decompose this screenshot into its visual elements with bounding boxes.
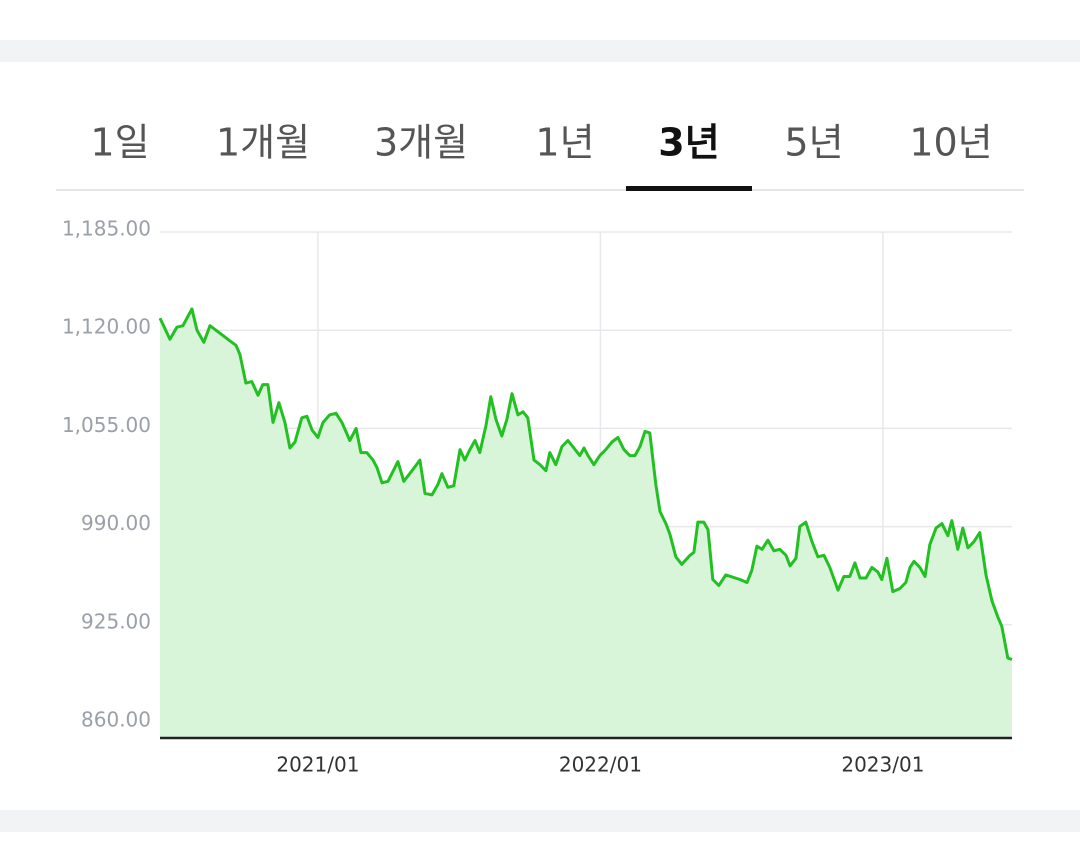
axes: 860.00 925.00 990.00 1,055.00 1,120.00 1,185.… xyxy=(62,217,1012,777)
x-tick-label: 2023/01 xyxy=(841,753,924,777)
tab-bar: 1일 1개월 3개월 1년 3년 5년 10년 xyxy=(90,121,993,191)
y-tick-label: 990.00 xyxy=(81,511,151,535)
plot xyxy=(158,307,1013,738)
y-tick-label: 925.00 xyxy=(81,609,151,633)
tab[interactable]: 3년 xyxy=(658,121,719,165)
tab[interactable]: 10년 xyxy=(909,121,992,165)
tab[interactable]: 1일 xyxy=(90,121,149,165)
y-tick-label: 1,120.00 xyxy=(62,315,151,339)
y-tick-label: 1,055.00 xyxy=(62,413,151,437)
tab[interactable]: 5년 xyxy=(784,121,843,165)
tab-indicator xyxy=(626,186,752,191)
x-tick-label: 2021/01 xyxy=(276,753,359,777)
separator-band xyxy=(0,40,1080,62)
area xyxy=(160,309,1012,738)
y-tick-label: 860.00 xyxy=(81,708,151,732)
separator-band xyxy=(0,810,1080,832)
x-tick-label: 2022/01 xyxy=(559,753,642,777)
tab[interactable]: 1개월 xyxy=(216,121,310,165)
y-tick-label: 1,185.00 xyxy=(62,217,151,241)
line xyxy=(158,307,1013,661)
tab[interactable]: 1년 xyxy=(535,121,594,165)
tab[interactable]: 3개월 xyxy=(374,121,468,165)
